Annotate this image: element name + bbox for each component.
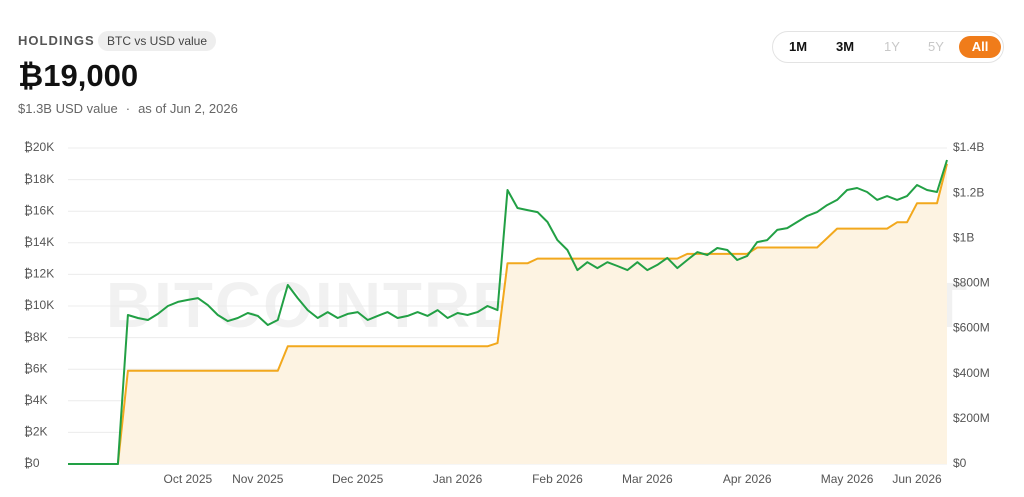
x-tick-label: Mar 2026 [622, 472, 673, 486]
section-title: HOLDINGS [18, 33, 95, 48]
x-tick-label: Apr 2026 [723, 472, 772, 486]
y2-tick-label: $1.4B [953, 140, 984, 154]
x-tick-label: Jan 2026 [433, 472, 483, 486]
range-button[interactable]: All [959, 36, 1001, 58]
x-tick-label: Nov 2025 [232, 472, 284, 486]
y2-tick-label: $400M [953, 366, 990, 380]
subline: $1.3B USD value · as of Jun 2, 2026 [18, 101, 246, 116]
y-tick-label: ₿12K [24, 267, 54, 281]
x-tick-label: Jun 2026 [892, 472, 942, 486]
y2-tick-label: $200M [953, 411, 990, 425]
range-button: 5Y [928, 39, 944, 54]
y2-tick-label: $1.2B [953, 185, 984, 199]
y2-tick-label: $600M [953, 321, 990, 335]
y-tick-label: ₿6K [24, 361, 48, 375]
y-tick-label: ₿0 [24, 456, 40, 470]
y-tick-label: ₿2K [24, 425, 48, 439]
badge: BTC vs USD value [98, 31, 217, 51]
y-tick-label: ₿8K [24, 330, 48, 344]
range-button[interactable]: 1M [788, 39, 808, 54]
y2-tick-label: $0 [953, 456, 967, 470]
x-tick-label: Feb 2026 [532, 472, 583, 486]
as-of: as of Jun 2, 2026 [138, 101, 238, 116]
y2-tick-label: $800M [953, 276, 990, 290]
y-tick-label: ₿18K [24, 172, 54, 186]
y-tick-label: ₿10K [24, 298, 54, 312]
y-tick-label: ₿4K [24, 393, 48, 407]
series-line [68, 159, 948, 465]
series-line [68, 163, 948, 465]
headline: ₿19,000 [18, 58, 139, 93]
x-tick-label: Dec 2025 [332, 472, 384, 486]
y2-tick-label: $1B [953, 230, 974, 244]
range-button: 1Y [884, 39, 900, 54]
y-tick-label: ₿20K [24, 140, 54, 154]
area [68, 163, 947, 465]
y-tick-label: ₿14K [24, 235, 54, 249]
x-tick-label: May 2026 [821, 472, 874, 486]
range-button[interactable]: 3M [835, 39, 855, 54]
usd-value: $1.3B USD value [18, 101, 118, 116]
range-selector: 1M 3M 1Y 5Y All [772, 31, 1004, 63]
y-tick-label: ₿16K [24, 203, 54, 217]
x-tick-label: Oct 2025 [164, 472, 213, 486]
separator: · [125, 101, 131, 116]
